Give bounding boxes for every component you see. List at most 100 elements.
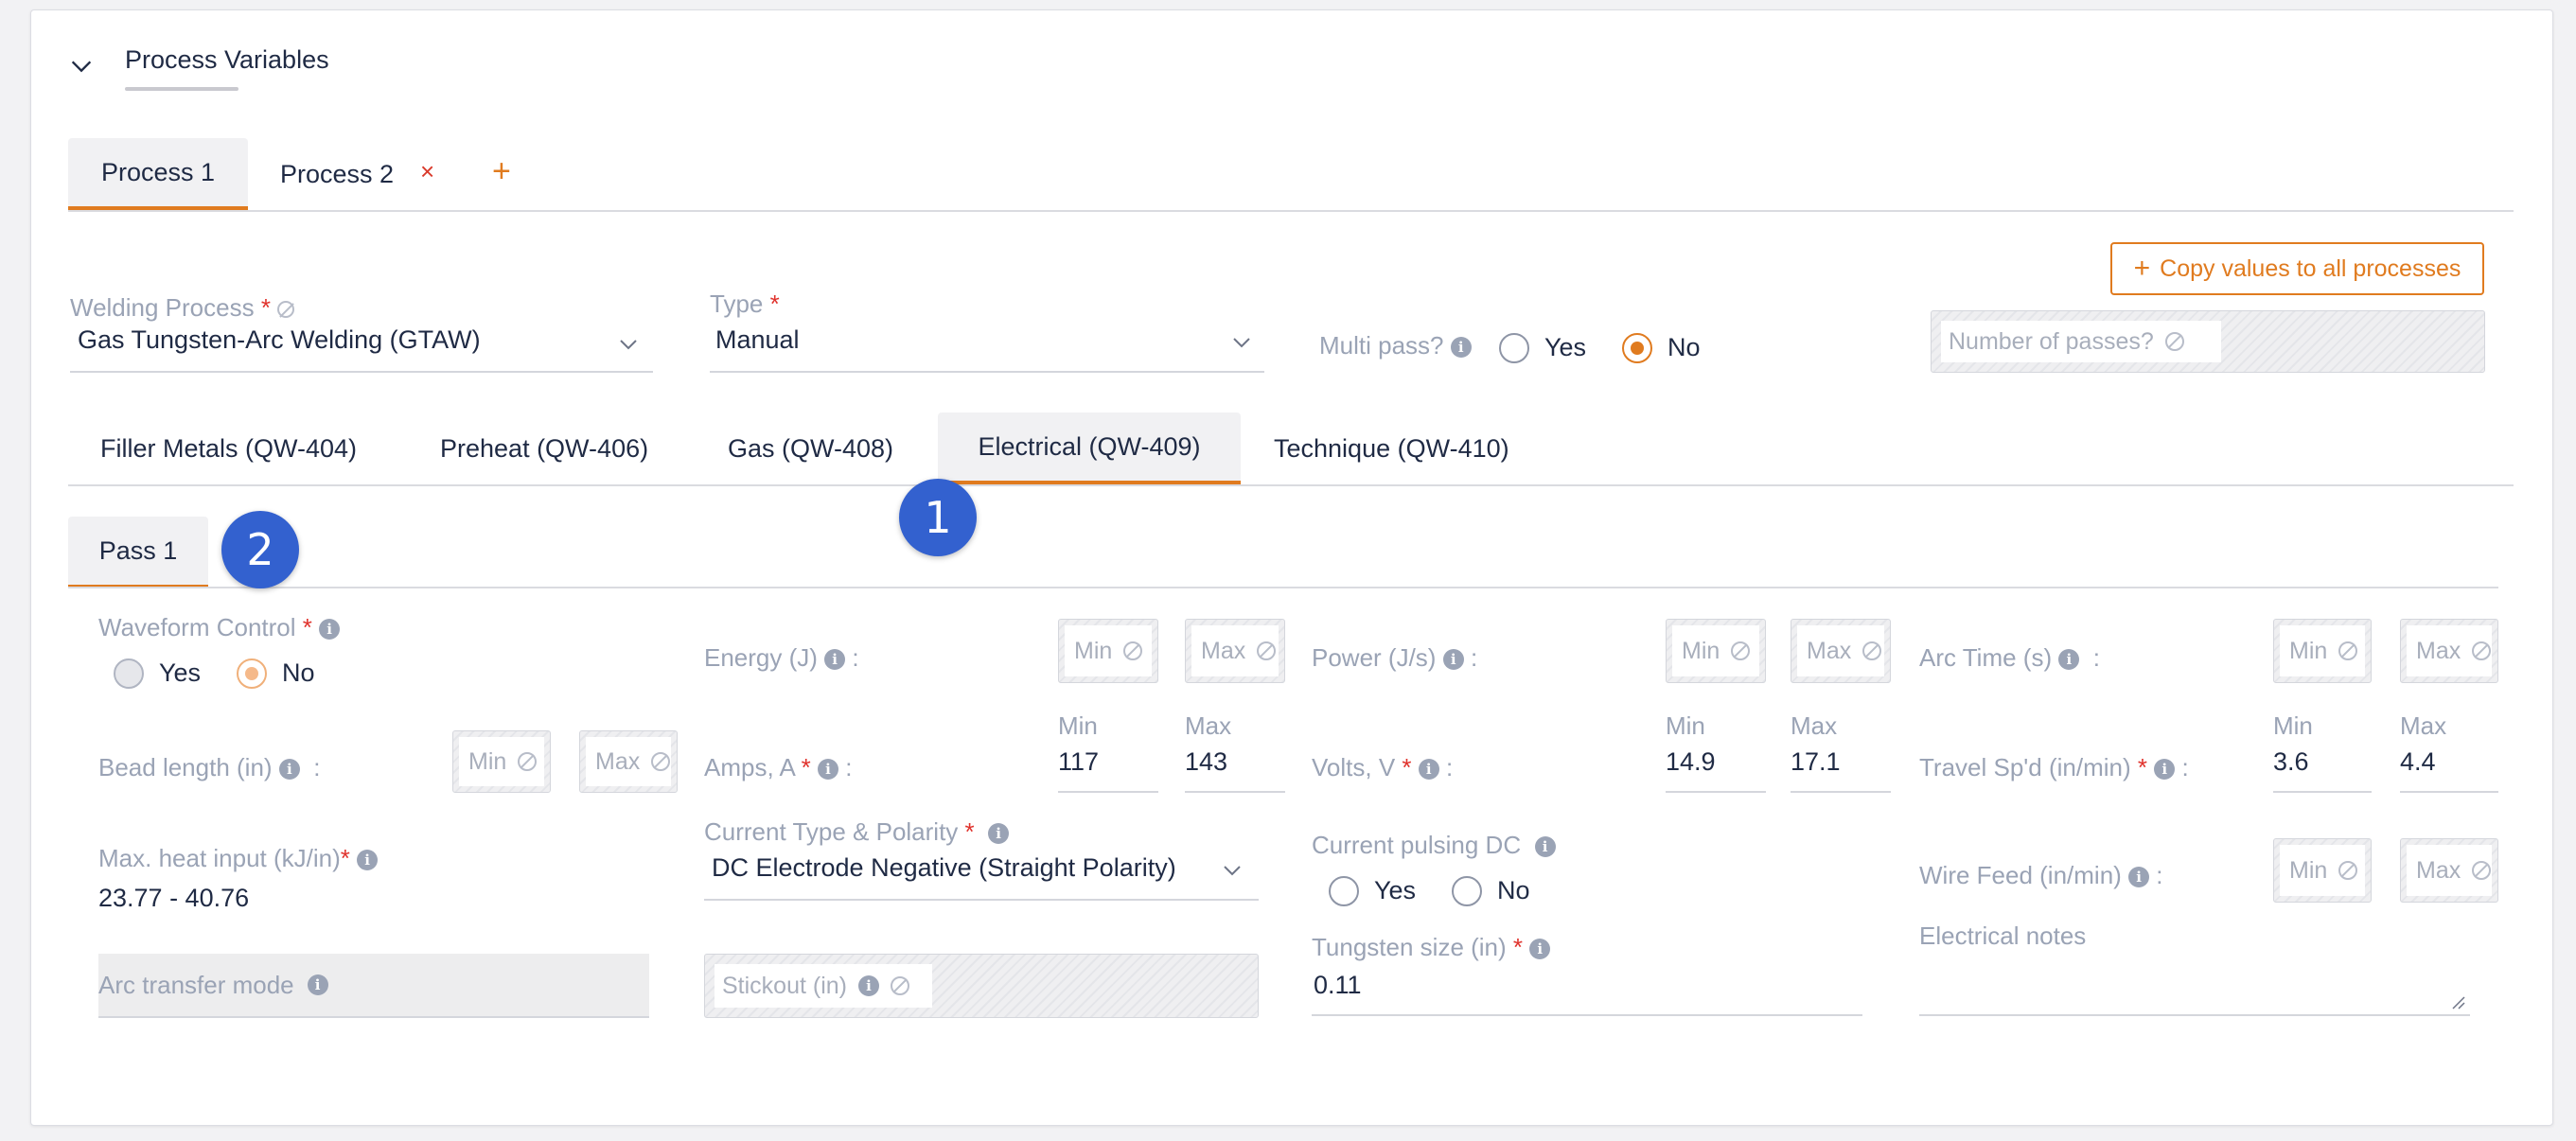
tab-technique[interactable]: Technique (QW-410) (1274, 433, 1509, 463)
info-icon: i (817, 759, 838, 781)
disabled-icon (2472, 641, 2492, 660)
pass-tabs-divider (68, 587, 2498, 588)
volts-min-input[interactable]: 14.9 (1666, 747, 1716, 776)
waveform-no-radio[interactable] (237, 658, 267, 689)
energy-min-field: Min (1058, 619, 1158, 683)
bead-length-min-field: Min (452, 730, 551, 793)
waveform-yes-radio[interactable] (114, 658, 144, 689)
energy-max-field: Max (1185, 619, 1285, 683)
step-marker-1: 1 (899, 479, 977, 556)
electrical-notes-label: Electrical notes (1919, 922, 2087, 950)
type-label: Type * (710, 290, 780, 318)
current-pulsing-label: Current pulsing DC i (1312, 831, 1556, 860)
power-label: Power (J/s) i : (1312, 643, 1478, 672)
travel-speed-min-underline (2273, 791, 2372, 793)
arc-time-max-field: Max (2400, 619, 2498, 683)
info-icon: i (278, 759, 300, 781)
arc-time-min-field: Min (2273, 619, 2372, 683)
amps-min-underline (1058, 791, 1158, 793)
tungsten-size-input[interactable]: 0.11 (1314, 971, 1362, 999)
wire-feed-min-field: Min (2273, 838, 2372, 903)
section-title-underline (125, 87, 238, 91)
process-tabs-divider (68, 210, 2514, 212)
process-variables-card (30, 9, 2553, 1126)
tab-filler-metals[interactable]: Filler Metals (QW-404) (100, 433, 358, 463)
chevron-down-icon[interactable] (617, 333, 640, 356)
tungsten-size-underline (1312, 1014, 1862, 1016)
step-marker-2: 2 (221, 511, 299, 588)
category-tabs-divider (68, 484, 2514, 486)
energy-label: Energy (J) i : (704, 643, 859, 672)
disabled-icon (2338, 861, 2358, 880)
type-value[interactable]: Manual (715, 325, 800, 354)
multi-pass-yes-radio[interactable] (1499, 333, 1529, 363)
welding-process-underline (70, 371, 653, 373)
info-icon: i (2128, 867, 2150, 888)
amps-label: Amps, A * i : (704, 753, 853, 781)
tab-process-2[interactable]: Process 2 (280, 159, 395, 188)
welding-process-value[interactable]: Gas Tungsten-Arc Welding (GTAW) (78, 325, 481, 354)
current-type-label: Current Type & Polarity * i (704, 817, 1010, 847)
power-max-field: Max (1791, 619, 1891, 683)
info-icon: i (1529, 939, 1551, 960)
welding-process-label: Welding Process * (70, 293, 295, 323)
bead-length-max-field: Max (579, 730, 678, 793)
info-icon: i (1534, 836, 1556, 858)
travel-speed-min-input[interactable]: 3.6 (2273, 747, 2309, 776)
disabled-icon (277, 301, 295, 319)
travel-speed-max-input[interactable]: 4.4 (2400, 747, 2436, 776)
arc-time-label: Arc Time (s) i : (1919, 643, 2101, 672)
tab-electrical[interactable]: Electrical (QW-409) (938, 413, 1241, 484)
amps-max-underline (1185, 791, 1285, 793)
wire-feed-max-field: Max (2400, 838, 2498, 903)
tab-pass-1[interactable]: Pass 1 (68, 517, 208, 588)
add-process-icon[interactable]: + (492, 153, 511, 189)
multi-pass-no-radio[interactable] (1622, 333, 1652, 363)
info-icon: i (357, 850, 379, 871)
info-icon: i (1442, 649, 1464, 671)
electrical-notes-underline (1919, 1014, 2470, 1016)
disabled-icon (1862, 641, 1882, 660)
waveform-control-label: Waveform Control * i (98, 613, 341, 642)
info-icon: i (2154, 759, 2176, 781)
chevron-down-icon[interactable] (1230, 331, 1253, 354)
chevron-down-icon[interactable] (68, 53, 95, 79)
disabled-icon (1123, 641, 1143, 660)
chevron-down-icon[interactable] (1221, 859, 1244, 882)
tab-process-1[interactable]: Process 1 (68, 138, 248, 210)
max-heat-input-value: 23.77 - 40.76 (98, 884, 250, 912)
volts-max-input[interactable]: 17.1 (1791, 747, 1841, 776)
amps-min-input[interactable]: 117 (1058, 747, 1100, 776)
amps-max-caption: Max (1185, 711, 1232, 740)
volts-min-caption: Min (1666, 711, 1705, 740)
info-icon: i (824, 649, 846, 671)
copy-values-button[interactable]: + Copy values to all processes (2110, 242, 2484, 295)
amps-min-caption: Min (1058, 711, 1098, 740)
tab-preheat[interactable]: Preheat (QW-406) (440, 433, 649, 463)
current-pulsing-yes-label: Yes (1374, 876, 1417, 904)
section-title[interactable]: Process Variables (125, 45, 329, 74)
current-type-underline (704, 899, 1259, 901)
electrical-notes-textarea[interactable] (1919, 956, 2470, 1014)
disabled-icon (2472, 861, 2492, 880)
max-heat-input-label: Max. heat input (kJ/in)* i (98, 844, 379, 873)
bead-length-label: Bead length (in) i : (98, 753, 321, 781)
disabled-icon (1731, 641, 1751, 660)
close-icon[interactable]: × (420, 157, 435, 185)
waveform-no-label: No (282, 658, 315, 687)
current-type-value[interactable]: DC Electrode Negative (Straight Polarity… (712, 853, 1176, 882)
amps-max-input[interactable]: 143 (1185, 747, 1228, 776)
info-icon: i (307, 974, 328, 995)
travel-speed-label: Travel Sp'd (in/min) * i : (1919, 753, 2189, 781)
current-pulsing-no-radio[interactable] (1452, 876, 1482, 906)
disabled-icon (518, 752, 538, 771)
volts-min-underline (1666, 791, 1766, 793)
disabled-icon (1257, 641, 1277, 660)
type-underline (710, 371, 1264, 373)
resize-handle-icon[interactable] (2451, 995, 2466, 1010)
current-pulsing-yes-radio[interactable] (1329, 876, 1359, 906)
multi-pass-label: Multi pass? i (1319, 331, 1472, 360)
tab-gas[interactable]: Gas (QW-408) (728, 433, 894, 463)
multi-pass-no-label: No (1667, 333, 1701, 361)
travel-speed-min-caption: Min (2273, 711, 2313, 740)
